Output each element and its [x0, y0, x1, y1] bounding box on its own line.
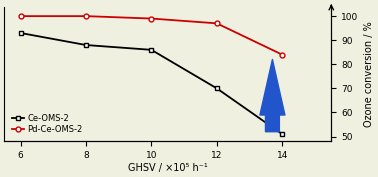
Pd-Ce-OMS-2 [149, 18, 153, 20]
Line: Ce-OMS-2: Ce-OMS-2 [18, 31, 285, 136]
Ce-OMS-2 [280, 133, 285, 135]
Pd-Ce-OMS-2 [18, 15, 23, 17]
Pd-Ce-OMS-2 [215, 22, 219, 24]
Ce-OMS-2 [84, 44, 88, 46]
Legend: Ce-OMS-2, Pd-Ce-OMS-2: Ce-OMS-2, Pd-Ce-OMS-2 [8, 111, 86, 137]
Ce-OMS-2 [18, 32, 23, 34]
Pd-Ce-OMS-2 [280, 54, 285, 56]
Pd-Ce-OMS-2 [84, 15, 88, 17]
Y-axis label: Ozone conversion / %: Ozone conversion / % [364, 21, 374, 127]
Ce-OMS-2 [149, 49, 153, 51]
X-axis label: GHSV / ×10⁵ h⁻¹: GHSV / ×10⁵ h⁻¹ [128, 163, 208, 173]
Line: Pd-Ce-OMS-2: Pd-Ce-OMS-2 [18, 14, 285, 57]
Ce-OMS-2 [215, 87, 219, 89]
